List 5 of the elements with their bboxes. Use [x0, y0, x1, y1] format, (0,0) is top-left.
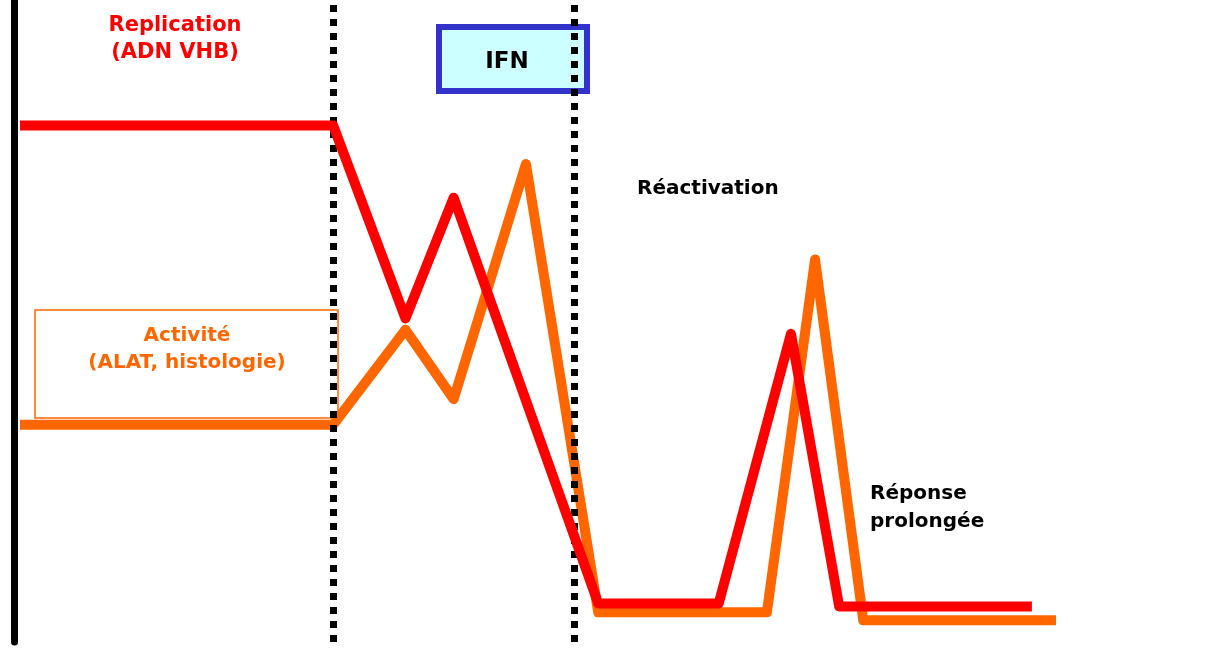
- annotation: Réactivation: [637, 175, 779, 199]
- text: Replication (ADN VHB): [108, 11, 242, 63]
- annotation: Réponse prolongée: [870, 480, 985, 532]
- text: IFN: [485, 46, 529, 73]
- text: Activité (ALAT, histologie): [88, 321, 286, 373]
